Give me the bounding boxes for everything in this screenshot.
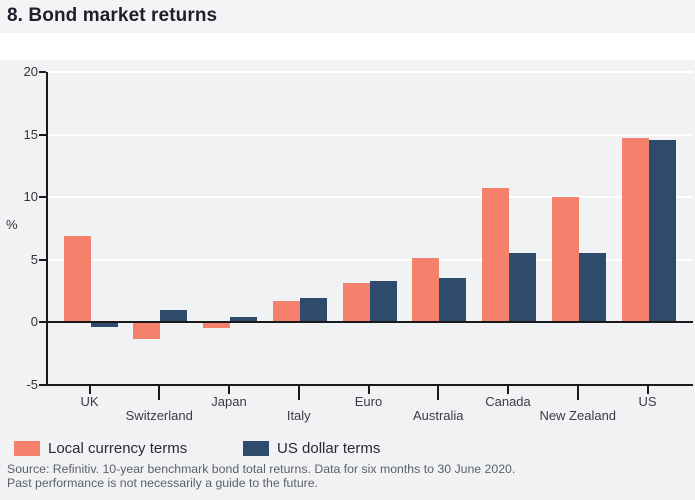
x-axis-tick-uk [88,386,91,394]
bar-switzerland-local [133,323,161,340]
x-axis-tick-japan [228,386,230,394]
x-axis-tick-us [646,386,649,394]
chart-title: 8. Bond market returns [7,5,218,26]
chart-region: 20 15 10 5 0 -5 UK Switzerland Japan Italy Euro Aus… [0,60,695,500]
legend-label-us-dollar: US dollar terms [277,439,381,457]
bar-canada-usd [509,253,536,322]
y-axis-tick-label: 10 [23,189,38,204]
y-axis-tick-label: 15 [23,126,38,142]
x-axis-label-italy: Italy [286,408,311,423]
source-line-2: Past performance is not necessarily a gu… [7,475,319,490]
title-band: 8. Bond market returns [0,0,695,33]
bar-uk-usd [90,323,118,327]
bar-euro-local [342,283,370,322]
source-note: Source: Refinitiv. 10-year benchmark bon… [7,462,687,490]
bar-uk-local [63,235,91,322]
y-axis-spine [46,72,48,386]
x-axis-tick-euro [367,386,370,394]
y-axis-tick-label: 20 [23,64,38,79]
legend: Local currency terms US dollar terms [0,438,695,460]
y-axis-tick [39,133,46,136]
x-axis-tick-italy [297,386,300,400]
x-axis-tick-australia [437,386,440,400]
x-axis-tick-switzerland [158,386,161,400]
x-axis-label-japan: Japan [211,394,247,409]
y-axis-tick [39,196,46,198]
y-axis-tick [39,383,46,386]
legend-label-local-currency: Local currency terms [48,439,188,457]
x-axis-label-uk: UK [80,394,99,409]
y-axis-tick [39,321,46,323]
x-axis-label-us: US [638,394,657,409]
bar-new-zealand-local [551,197,579,322]
gridline [46,133,693,136]
x-axis-tick-new-zealand [576,386,579,400]
zero-baseline [46,321,693,323]
x-axis-label-new-zealand: New Zealand [539,408,617,423]
source-line-1: Source: Refinitiv. 10-year benchmark bon… [7,462,516,476]
bar-italy-usd [299,298,327,322]
y-axis-tick-label: -5 [26,376,38,392]
bar-new-zealand-usd [578,253,606,322]
bar-japan-local [203,323,230,328]
y-axis-tick-label: 5 [30,251,38,267]
bar-australia-local [412,258,440,322]
plot-area: 20 15 10 5 0 -5 UK Switzerland Japan Italy Euro Aus… [0,60,695,500]
bar-us-usd [648,139,676,322]
bar-italy-local [272,300,300,322]
gridline [46,196,693,198]
bar-us-local [621,138,649,322]
title-separator-band [0,33,695,60]
y-axis-unit-label: % [6,217,18,232]
bar-switzerland-usd [160,309,188,322]
bar-euro-usd [369,280,397,322]
legend-swatch-local-currency-icon [14,440,40,456]
x-axis-spine [46,384,693,386]
legend-item-us-dollar: US dollar terms [243,438,380,458]
bar-japan-usd [230,317,257,322]
gridline [46,71,693,73]
y-axis-tick-label: 0 [30,314,38,329]
x-axis-label-canada: Canada [485,394,531,409]
y-axis-tick [39,71,46,73]
bar-australia-usd [439,278,467,322]
legend-swatch-us-dollar-icon [243,440,269,456]
gridline [46,258,693,261]
x-axis-label-euro: Euro [354,394,383,409]
bar-canada-local [482,188,509,322]
x-axis-label-switzerland: Switzerland [125,408,193,423]
x-axis-tick-canada [507,386,509,394]
x-axis-label-australia: Australia [412,408,464,423]
y-axis-tick [39,258,46,261]
legend-item-local-currency: Local currency terms [14,438,187,458]
